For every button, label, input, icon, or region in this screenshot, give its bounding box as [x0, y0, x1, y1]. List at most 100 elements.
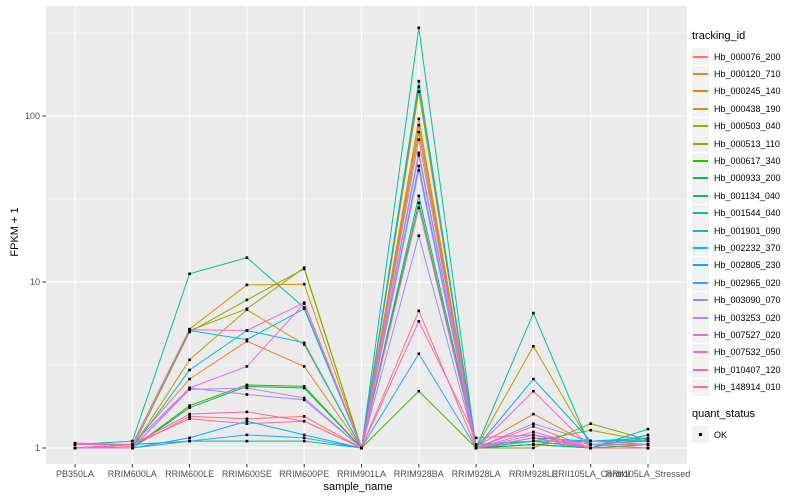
legend-item-label: Hb_002805_230	[714, 260, 781, 271]
data-point	[188, 386, 191, 390]
x-tick-label: RRIM928LA	[452, 469, 501, 479]
legend-line-swatch	[693, 386, 708, 389]
data-point	[245, 256, 249, 259]
data-point	[417, 201, 421, 205]
data-point	[532, 436, 535, 440]
data-point	[188, 377, 191, 381]
legend-title-tracking-id: tracking_id	[692, 30, 746, 42]
legend-item-label: Hb_000120_710	[714, 69, 781, 80]
legend-item: Hb_007532_050	[692, 343, 798, 361]
data-point	[188, 415, 191, 418]
data-point	[417, 164, 421, 168]
legend-key	[692, 274, 709, 292]
legend-line-swatch	[693, 246, 708, 249]
data-point	[245, 338, 249, 341]
data-point	[532, 377, 535, 381]
data-point	[302, 385, 306, 388]
legend-item-label: Hb_010407_120	[714, 364, 781, 375]
data-point	[188, 330, 191, 334]
data-point	[302, 396, 306, 400]
data-point	[532, 430, 535, 434]
data-point	[302, 398, 306, 402]
data-point	[302, 341, 306, 345]
data-point	[474, 445, 478, 448]
data-point	[245, 383, 249, 387]
legend-line-swatch	[693, 73, 708, 76]
data-point	[532, 422, 535, 425]
data-point	[245, 339, 249, 343]
data-point	[245, 439, 249, 443]
legend-key	[692, 426, 709, 443]
data-point	[417, 169, 421, 172]
legend-item-label: Hb_001134_040	[714, 190, 780, 201]
legend-line-swatch	[693, 160, 708, 163]
data-point	[532, 345, 535, 348]
x-tick-label: PB350LA	[56, 469, 94, 479]
data-point	[302, 343, 306, 346]
data-point	[245, 433, 249, 437]
data-point	[245, 419, 249, 423]
legend-item: Hb_002965_020	[692, 274, 798, 292]
legend-line-swatch	[693, 142, 708, 145]
data-point	[131, 445, 134, 448]
legend-items: Hb_000076_200 Hb_000120_710 Hb_000245_140 H…	[692, 48, 798, 396]
data-point	[245, 393, 249, 396]
x-tick-label: RRIM928LE	[509, 469, 558, 479]
legend-item: Hb_000120_710	[692, 65, 798, 83]
x-axis-title: sample_name	[323, 481, 393, 493]
legend-line-swatch	[693, 107, 708, 110]
legend-key	[692, 65, 709, 83]
legend-line-swatch	[693, 264, 708, 267]
data-point	[302, 433, 306, 437]
y-tick-label: 10	[30, 277, 40, 287]
legend-key	[692, 135, 709, 153]
legend-key	[692, 326, 709, 344]
data-point	[131, 446, 134, 450]
data-point	[188, 388, 191, 391]
legend-item-quant: OK	[692, 426, 798, 443]
data-point	[532, 412, 535, 416]
data-point	[532, 446, 535, 450]
legend-key	[692, 343, 709, 361]
legend-item-label: Hb_000503_040	[714, 121, 781, 132]
legend-line-swatch	[693, 229, 708, 232]
data-point	[417, 151, 421, 155]
data-point	[646, 427, 650, 431]
data-point	[245, 298, 249, 302]
legend-line-swatch	[693, 351, 708, 354]
data-point	[417, 309, 421, 313]
data-point	[417, 234, 421, 237]
x-tick-label: RRIM600PE	[279, 469, 329, 479]
data-point	[302, 301, 306, 304]
data-point	[188, 406, 191, 409]
data-point	[417, 26, 421, 30]
data-point	[188, 368, 191, 372]
data-point	[245, 365, 249, 368]
legend-line-swatch	[693, 177, 708, 180]
data-point	[245, 410, 249, 414]
data-point	[532, 439, 535, 443]
legend-item: Hb_148914_010	[692, 378, 798, 396]
legend-item: Hb_010407_120	[692, 361, 798, 379]
legend-item: Hb_007527_020	[692, 326, 798, 344]
data-point	[188, 358, 191, 362]
legend-item-label: Hb_000076_200	[714, 51, 781, 62]
data-point	[302, 282, 306, 286]
legend: tracking_id Hb_000076_200 Hb_000120_710 Hb…	[692, 30, 798, 443]
data-point	[360, 446, 363, 450]
data-point	[302, 307, 306, 311]
data-point	[417, 389, 421, 393]
x-tick-label: RRIM901LA	[337, 469, 386, 479]
legend-item-label: Hb_003090_070	[714, 295, 781, 306]
data-point	[589, 439, 592, 443]
data-point	[245, 385, 249, 388]
data-point	[302, 436, 306, 440]
data-point	[302, 267, 306, 271]
legend-item: Hb_000245_140	[692, 82, 798, 100]
legend-item-label: Hb_007532_050	[714, 347, 781, 358]
x-tick-label: RRII105LA_Stressed	[606, 469, 691, 479]
data-point	[417, 320, 421, 323]
legend-item-label: OK	[714, 429, 728, 440]
y-tick-label: 1	[35, 443, 40, 453]
